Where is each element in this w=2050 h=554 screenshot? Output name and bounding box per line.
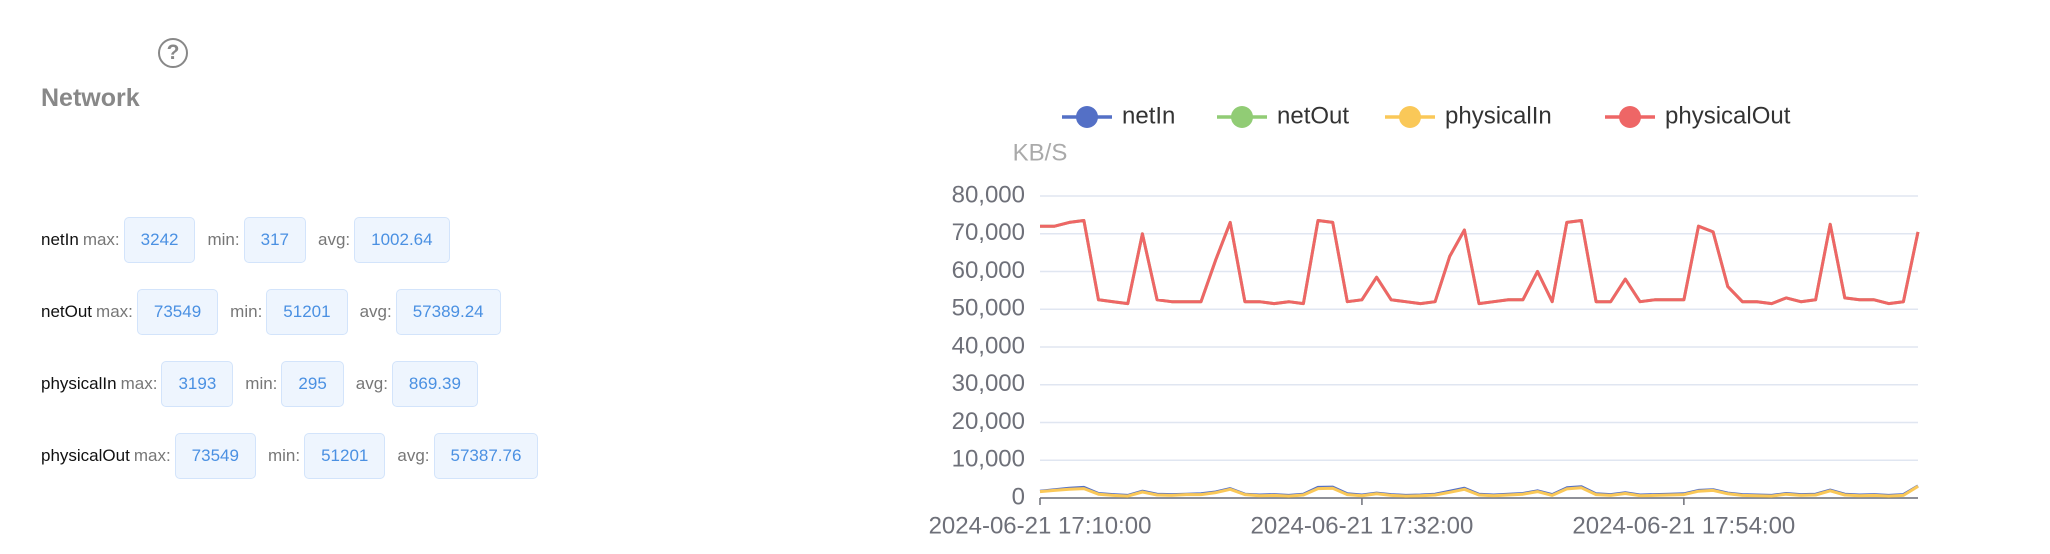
legend-marker bbox=[1076, 106, 1098, 128]
stat-label: avg: bbox=[359, 301, 392, 321]
legend-label: physicalOut bbox=[1665, 102, 1791, 129]
stat-value: 3193 bbox=[161, 360, 234, 407]
stat-value: 3242 bbox=[123, 216, 196, 263]
x-tick-label: 2024-06-21 17:32:00 bbox=[1251, 512, 1474, 539]
legend-label: netIn bbox=[1122, 102, 1175, 129]
stat-row: physicalIn max: 3193 min: 295 avg: 869.39 bbox=[41, 360, 550, 407]
y-tick-label: 0 bbox=[1012, 483, 1025, 510]
stat-name: netIn bbox=[41, 229, 79, 249]
stat-label: avg: bbox=[317, 229, 351, 249]
stat-label: avg: bbox=[397, 445, 430, 465]
y-tick-label: 80,000 bbox=[952, 181, 1025, 208]
y-tick-label: 60,000 bbox=[952, 257, 1025, 284]
series-line bbox=[1040, 219, 1920, 306]
x-tick-label: 2024-06-21 17:10:00 bbox=[929, 512, 1152, 539]
stat-label: max: bbox=[133, 445, 171, 465]
stat-label: min: bbox=[267, 445, 301, 465]
stat-value: 73549 bbox=[174, 432, 256, 479]
y-tick-label: 20,000 bbox=[952, 408, 1025, 435]
series-line bbox=[1039, 485, 1919, 498]
help-icon[interactable]: ? bbox=[158, 38, 188, 68]
stat-name: netOut bbox=[41, 301, 93, 321]
stat-value: 51201 bbox=[304, 432, 386, 479]
stat-label: max: bbox=[96, 301, 133, 321]
y-tick-label: 10,000 bbox=[952, 446, 1025, 473]
stat-row: netOut max: 73549 min: 51201 avg: 57389.24 bbox=[41, 288, 550, 335]
stat-row: netIn max: 3242 min: 317 avg: 1002.64 bbox=[41, 216, 550, 263]
stat-label: min: bbox=[245, 373, 278, 393]
stat-value: 317 bbox=[243, 216, 306, 263]
y-tick-label: 30,000 bbox=[952, 370, 1025, 397]
stat-label: max: bbox=[82, 229, 120, 249]
stat-value: 869.39 bbox=[391, 360, 478, 407]
legend-marker bbox=[1619, 106, 1641, 128]
legend-label: physicalIn bbox=[1445, 102, 1552, 129]
stat-value: 57389.24 bbox=[395, 288, 501, 335]
stat-label: min: bbox=[230, 301, 263, 321]
stat-label: max: bbox=[120, 373, 158, 393]
stat-label: avg: bbox=[355, 373, 388, 393]
stat-value: 1002.64 bbox=[354, 216, 450, 263]
y-tick-label: 40,000 bbox=[952, 332, 1025, 359]
stat-name: physicalIn bbox=[41, 373, 117, 393]
section-title: Network bbox=[41, 84, 140, 112]
stat-row: physicalOut max: 73549 min: 51201 avg: 57387.7… bbox=[41, 432, 550, 479]
legend-marker bbox=[1231, 106, 1253, 128]
x-tick-label: 2024-06-21 17:54:00 bbox=[1572, 512, 1795, 539]
y-axis-title: KB/S bbox=[1013, 139, 1068, 166]
stat-value: 295 bbox=[281, 360, 344, 407]
stat-name: physicalOut bbox=[41, 445, 130, 465]
legend-marker bbox=[1399, 106, 1421, 128]
stat-value: 57387.76 bbox=[433, 432, 539, 479]
y-tick-label: 70,000 bbox=[952, 219, 1025, 246]
series-line bbox=[1040, 219, 1920, 306]
stat-value: 51201 bbox=[266, 288, 348, 335]
y-tick-label: 50,000 bbox=[952, 295, 1025, 322]
stats-list: netIn max: 3242 min: 317 avg: 1002.64 netOut max… bbox=[41, 216, 550, 504]
stat-label: min: bbox=[207, 229, 240, 249]
legend-label: netOut bbox=[1277, 102, 1349, 129]
stat-value: 73549 bbox=[136, 288, 219, 335]
